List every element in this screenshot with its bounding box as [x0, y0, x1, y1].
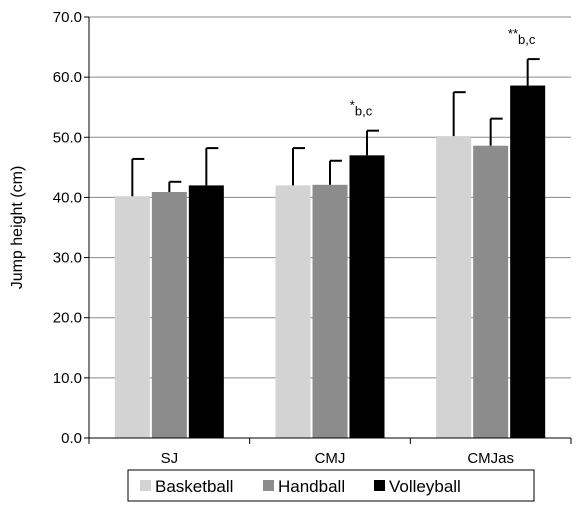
y-axis-title: Jump height (cm)	[9, 166, 26, 290]
x-tick-label: SJ	[161, 450, 179, 467]
legend-box	[127, 469, 535, 502]
bars	[114, 85, 546, 439]
y-axis-ticks: 0.0 10.0 20.0 30.0 40.0 50.0 60.0 70.0	[53, 9, 89, 447]
y-tick-label: 0.0	[61, 430, 82, 447]
bar-volleyball-cmj	[349, 155, 385, 439]
legend-label-handball: Handball	[278, 477, 345, 496]
bar-basketball-cmjas	[436, 136, 472, 438]
annotation-star: **	[508, 26, 518, 41]
x-tick-label: CMJ	[315, 450, 346, 467]
bar-basketball-cmj	[275, 185, 311, 438]
bar-handball-sj	[151, 192, 187, 438]
annotations: *b,c**b,c	[350, 26, 536, 119]
y-tick-label: 10.0	[53, 370, 82, 387]
y-tick-label: 50.0	[53, 129, 82, 146]
error-bars	[131, 58, 540, 197]
y-tick-label: 30.0	[53, 250, 82, 267]
y-tick-label: 20.0	[53, 310, 82, 327]
y-tick-label: 70.0	[53, 9, 82, 26]
annotation-sub: b,c	[518, 32, 536, 47]
bar-volleyball-sj	[188, 185, 224, 438]
bar-handball-cmjas	[473, 145, 509, 438]
y-tick-label: 60.0	[53, 69, 82, 86]
significance-annotation: **b,c	[508, 26, 536, 47]
legend-swatch-handball	[263, 480, 274, 491]
legend-label-basketball: Basketball	[155, 477, 233, 496]
bar-volleyball-cmjas	[510, 85, 546, 438]
bar-basketball-sj	[114, 196, 150, 438]
annotation-sub: b,c	[355, 104, 373, 119]
annotation-star: *	[350, 98, 355, 113]
significance-annotation: *b,c	[350, 98, 373, 119]
bar-handball-cmj	[312, 184, 348, 438]
legend-label-volleyball: Volleyball	[389, 477, 461, 496]
legend: Basketball Handball Volleyball	[127, 469, 535, 502]
x-tick-label: CMJas	[467, 450, 514, 467]
y-tick-label: 40.0	[53, 189, 82, 206]
x-axis-ticks: SJ CMJ CMJas	[88, 438, 572, 467]
legend-swatch-basketball	[140, 480, 151, 491]
legend-swatch-volleyball	[374, 480, 385, 491]
